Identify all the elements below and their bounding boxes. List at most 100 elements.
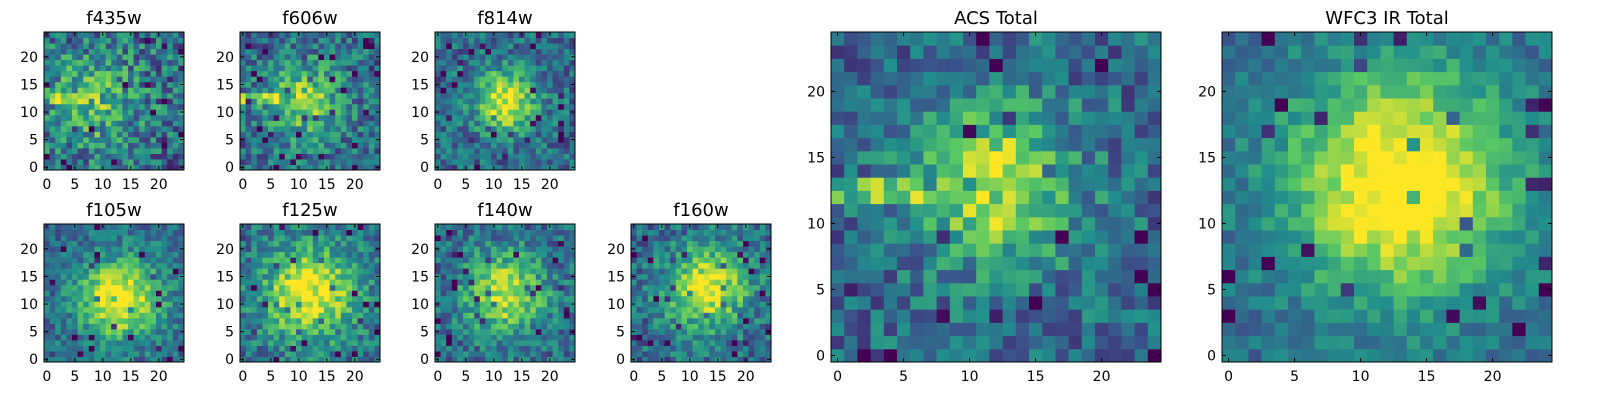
heatmap-cell (642, 279, 649, 286)
heatmap-cell (167, 312, 174, 319)
heatmap-cell (296, 323, 303, 330)
heatmap-cell (519, 229, 526, 236)
heatmap-cells (435, 224, 576, 363)
heatmap-cell (251, 290, 258, 297)
heatmap-cell (312, 142, 319, 149)
heatmap-cell (547, 345, 554, 352)
heatmap-cell (251, 153, 258, 160)
heatmap-cell (558, 158, 565, 165)
heatmap-cell (167, 235, 174, 242)
heatmap-cell (262, 98, 269, 105)
heatmap-cell (301, 268, 308, 275)
heatmap-cell (329, 317, 336, 324)
heatmap-cell (474, 229, 481, 236)
heatmap-cell (857, 216, 872, 231)
heatmap-cell (318, 224, 325, 231)
heatmap-cell (139, 37, 146, 44)
heatmap-cell (268, 339, 275, 346)
heatmap-cell (77, 120, 84, 127)
heatmap-cell (446, 350, 453, 357)
heatmap-cell (340, 290, 347, 297)
heatmap-cell (83, 43, 90, 50)
heatmap-cell (150, 273, 157, 280)
heatmap-cell (150, 70, 157, 77)
heatmap-cell (105, 257, 112, 264)
heatmap-cell (870, 296, 885, 310)
heatmap-cell (530, 306, 537, 313)
heatmap-cell (726, 312, 733, 319)
heatmap-cell (715, 345, 722, 352)
heatmap-cell (883, 296, 898, 310)
heatmap-cell (262, 114, 269, 121)
heatmap-cell (446, 48, 453, 55)
heatmap-cell (340, 158, 347, 165)
heatmap-cell (273, 290, 280, 297)
heatmap-cell (94, 356, 101, 363)
heatmap-cell (468, 312, 475, 319)
heatmap-cell (558, 98, 565, 105)
heatmap-cell (352, 328, 359, 335)
heatmap-cell (720, 268, 727, 275)
heatmap-cell (474, 279, 481, 286)
heatmap-cell (530, 224, 537, 231)
heatmap-cell (60, 114, 67, 121)
heatmap-cell (451, 246, 458, 253)
heatmap-cell (1147, 243, 1162, 257)
heatmap-cell (83, 32, 90, 39)
heatmap-cell (94, 114, 101, 121)
heatmap-cell (352, 65, 359, 72)
heatmap-cell (479, 103, 486, 110)
heatmap-cell (133, 301, 140, 308)
heatmap-cell (290, 235, 297, 242)
heatmap-cell (128, 312, 135, 319)
heatmap-cell (558, 312, 565, 319)
heatmap-cell (172, 279, 179, 286)
heatmap-cell (659, 317, 666, 324)
heatmap-cell (352, 136, 359, 143)
heatmap-cell (446, 92, 453, 99)
heatmap-cell (296, 65, 303, 72)
heatmap-cell (329, 81, 336, 88)
heatmap-cell (530, 114, 537, 121)
heatmap-cell (66, 224, 73, 231)
heatmap-cell (72, 37, 79, 44)
heatmap-cell (44, 262, 51, 269)
heatmap-cell (301, 224, 308, 231)
heatmap-cell (731, 224, 738, 231)
heatmap-cell (312, 43, 319, 50)
heatmap-cell (273, 295, 280, 302)
heatmap-cell (66, 87, 73, 94)
heatmap-cell (530, 284, 537, 291)
heatmap-cell (122, 92, 129, 99)
heatmap-cell (1134, 216, 1149, 231)
heatmap-cell (709, 339, 716, 346)
heatmap-cell (491, 59, 498, 66)
heatmap-cell (563, 251, 570, 258)
heatmap-cell (296, 37, 303, 44)
heatmap-cell (105, 43, 112, 50)
heatmap-cell (245, 268, 252, 275)
heatmap-cell (329, 103, 336, 110)
heatmap-cell (335, 257, 342, 264)
heatmap-cell (363, 70, 370, 77)
heatmap-cell (519, 262, 526, 269)
heatmap-cell (357, 345, 364, 352)
heatmap-cell (857, 282, 872, 297)
heatmap-cell (94, 142, 101, 149)
heatmap-cell (290, 290, 297, 297)
heatmap-cell (963, 243, 977, 257)
heatmap-cell (474, 323, 481, 330)
heatmap-cell (122, 32, 129, 39)
heatmap-cell (989, 296, 1004, 310)
heatmap-cell (273, 87, 280, 94)
heatmap-cell (307, 240, 314, 247)
heatmap-cell (897, 256, 911, 271)
heatmap-cell (435, 306, 442, 313)
heatmap-cell (340, 312, 347, 319)
heatmap-cell (541, 345, 548, 352)
heatmap-cell (352, 284, 359, 291)
heatmap-cell (547, 125, 554, 132)
heatmap-cell (340, 224, 347, 231)
heatmap-cell (491, 345, 498, 352)
heatmap-cell (541, 37, 548, 44)
